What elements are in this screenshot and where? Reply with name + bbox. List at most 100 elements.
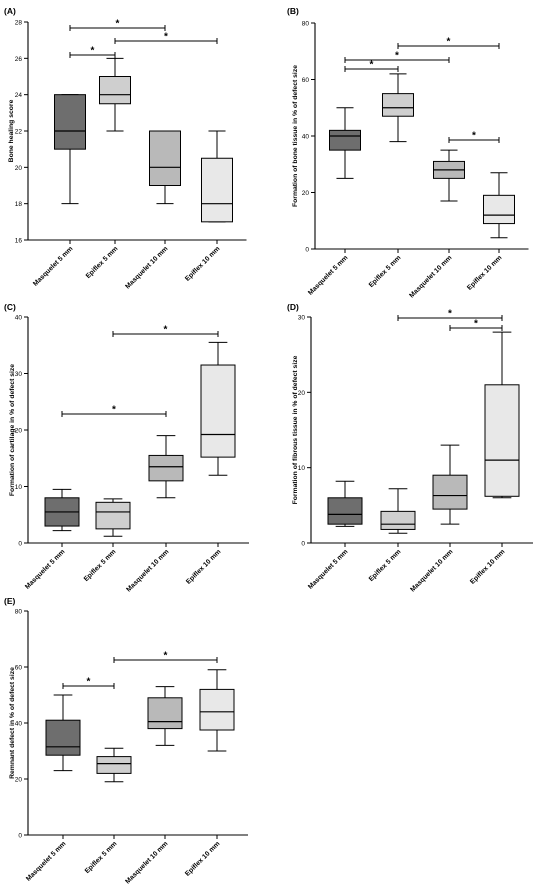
x-tick-label-masquelet-5mm: Masquelet 5 mm	[25, 840, 67, 882]
box-iqr	[45, 719, 81, 756]
y-axis-title: Formation of bone tissue in % of defect …	[292, 65, 299, 207]
x-tick-label-masquelet-5mm: Masquelet 5 mm	[32, 245, 74, 287]
significance-asterisk: *	[87, 677, 91, 688]
significance-bracket: *	[449, 319, 503, 331]
y-tick-label: 60	[302, 77, 310, 84]
y-tick-label: 60	[15, 665, 23, 672]
significance-asterisk: *	[447, 37, 451, 48]
x-tick-label-epiflex-5mm: Epiflex 5 mm	[85, 245, 120, 280]
box-epiflex-10mm	[484, 331, 520, 499]
significance-asterisk: *	[164, 32, 168, 43]
y-tick-label: 22	[15, 129, 23, 136]
y-tick-label: 18	[15, 201, 23, 208]
box-iqr	[483, 194, 515, 225]
box-iqr	[199, 688, 235, 731]
box-epiflex-5mm	[380, 488, 416, 534]
box-iqr	[382, 93, 414, 117]
x-tick-label-epiflex-5mm: Epiflex 5 mm	[84, 840, 119, 875]
significance-asterisk: *	[472, 131, 476, 142]
significance-bracket: *	[397, 37, 500, 49]
x-tick-label-epiflex-5mm: Epiflex 5 mm	[368, 254, 403, 289]
x-tick-label-masquelet-5mm: Masquelet 5 mm	[307, 548, 349, 590]
y-tick-label: 80	[302, 21, 310, 28]
box-iqr	[147, 697, 183, 730]
y-tick-label: 20	[298, 390, 306, 397]
box-iqr	[99, 76, 131, 105]
y-tick-label: 10	[298, 465, 306, 472]
box-iqr	[54, 94, 86, 150]
box-iqr	[327, 497, 363, 525]
y-tick-label: 10	[15, 484, 23, 491]
y-tick-label: 40	[15, 721, 23, 728]
y-tick-label: 26	[15, 56, 23, 63]
y-tick-label: 16	[15, 238, 23, 245]
y-tick-label: 20	[15, 777, 23, 784]
significance-bracket: *	[113, 651, 218, 663]
y-axis-title: Bone healing score	[8, 99, 15, 162]
box-iqr	[95, 501, 131, 530]
panel-c-label: (C)	[4, 302, 16, 312]
box-epiflex-5mm	[99, 57, 131, 132]
box-masquelet-5mm	[45, 694, 81, 772]
x-tick-label-epiflex-10mm: Epiflex 10 mm	[469, 548, 506, 585]
box-iqr	[484, 384, 520, 497]
x-tick-label-masquelet-10mm: Masquelet 10 mm	[124, 840, 169, 885]
significance-bracket: *	[112, 325, 219, 337]
box-iqr	[201, 157, 233, 223]
box-iqr	[149, 130, 181, 186]
y-tick-label: 20	[15, 428, 23, 435]
y-axis-title: Remnant defect in % of defect size	[9, 667, 16, 779]
significance-asterisk: *	[116, 19, 120, 30]
y-tick-label: 20	[302, 190, 310, 197]
significance-asterisk: *	[448, 309, 452, 320]
y-tick-label: 28	[15, 20, 23, 27]
box-epiflex-5mm	[95, 498, 131, 537]
panel-d-label: (D)	[287, 302, 299, 312]
panel-e-label: (E)	[4, 596, 16, 606]
box-epiflex-10mm	[201, 130, 233, 223]
box-epiflex-5mm	[96, 747, 132, 783]
significance-bracket: *	[114, 32, 218, 44]
box-masquelet-10mm	[433, 149, 465, 202]
box-masquelet-5mm	[44, 488, 80, 532]
x-tick-label-epiflex-10mm: Epiflex 10 mm	[466, 254, 503, 291]
y-axis-title: Formation of fibrous tissue in % of defe…	[292, 355, 299, 504]
x-tick-label-epiflex-5mm: Epiflex 5 mm	[368, 548, 403, 583]
box-masquelet-5mm	[329, 107, 361, 179]
y-tick-label: 0	[18, 541, 22, 548]
box-masquelet-10mm	[149, 130, 181, 205]
box-epiflex-5mm	[382, 73, 414, 143]
y-tick-label: 24	[15, 92, 23, 99]
y-tick-label: 30	[298, 315, 306, 322]
box-masquelet-10mm	[148, 435, 184, 499]
panel-c: (C) 0 10 20 30 40 Formation of cartilage in % …	[4, 302, 249, 593]
significance-asterisk: *	[91, 46, 95, 57]
box-epiflex-10mm	[199, 669, 235, 752]
significance-bracket: *	[344, 60, 399, 72]
significance-bracket: *	[397, 309, 503, 321]
x-tick-label-epiflex-10mm: Epiflex 10 mm	[185, 548, 222, 585]
y-tick-label: 80	[15, 609, 23, 616]
y-tick-label: 40	[15, 315, 23, 322]
x-tick-label-masquelet-5mm: Masquelet 5 mm	[24, 548, 66, 590]
box-epiflex-10mm	[200, 341, 236, 476]
box-iqr	[329, 129, 361, 151]
box-masquelet-5mm	[327, 480, 363, 527]
significance-bracket: *	[69, 19, 166, 31]
y-tick-label: 40	[302, 134, 310, 141]
y-tick-label: 0	[301, 541, 305, 548]
y-tick-label: 0	[305, 247, 309, 254]
significance-asterisk: *	[164, 651, 168, 662]
x-tick-label-masquelet-10mm: Masquelet 10 mm	[125, 548, 170, 593]
panel-a: (A) 16 18 20 22 24 26 28 Bone healing score Masqu…	[4, 6, 247, 290]
x-tick-label-masquelet-10mm: Masquelet 10 mm	[124, 245, 169, 290]
y-tick-label: 0	[18, 833, 22, 840]
y-tick-label: 30	[15, 371, 23, 378]
panel-d: (D) 0 10 20 30 Formation of fibrous tissue in…	[287, 302, 533, 593]
x-tick-label-masquelet-10mm: Masquelet 10 mm	[408, 254, 453, 299]
box-masquelet-10mm	[432, 444, 468, 525]
box-epiflex-10mm	[483, 172, 515, 239]
significance-asterisk: *	[164, 325, 168, 336]
significance-asterisk: *	[395, 51, 399, 62]
